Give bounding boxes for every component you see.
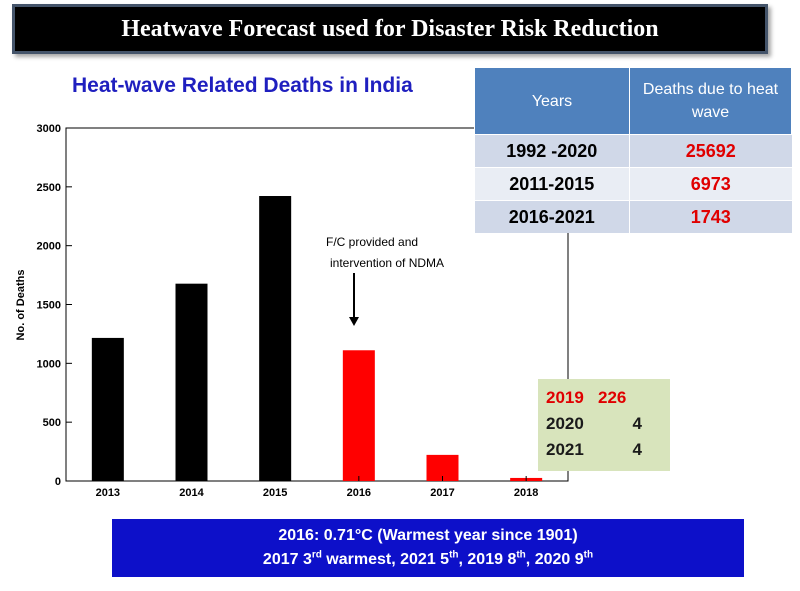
x-axis: 2013 2014 2015 2016 2017 2018 <box>96 476 538 499</box>
banner-ordinal: rd <box>311 549 322 561</box>
x-tick-label: 2013 <box>96 487 120 499</box>
recent-row: 2021 4 <box>546 437 670 463</box>
x-tick-label: 2017 <box>430 487 454 499</box>
recent-year: 2020 <box>546 414 584 433</box>
y-tick-label: 1500 <box>37 300 61 312</box>
period-cell: 1992 -2020 <box>474 134 630 168</box>
forecast-annotation: F/C provided and intervention of NDMA <box>326 235 444 326</box>
x-tick-label: 2014 <box>179 487 204 499</box>
bar-2016 <box>342 350 375 481</box>
table-row: 2016-2021 1743 <box>474 200 792 233</box>
recent-year: 2019 <box>546 388 584 407</box>
x-tick-label: 2016 <box>347 487 371 499</box>
annotation-arrow-head <box>349 317 359 326</box>
bar-2013 <box>91 337 124 481</box>
deaths-cell: 25692 <box>629 134 792 168</box>
y-tick-label: 2500 <box>37 182 61 194</box>
recent-deaths: 4 <box>632 414 642 433</box>
x-tick-label: 2015 <box>263 487 287 499</box>
recent-deaths-box: 2019 226 2020 4 2021 4 <box>538 379 670 471</box>
chart-heading: Heat-wave Related Deaths in India <box>72 74 413 97</box>
banner-ordinal: th <box>583 549 594 561</box>
deaths-cell: 1743 <box>629 200 792 233</box>
y-tick-label: 3000 <box>37 123 61 135</box>
banner-text: warmest, 2021 5 <box>321 551 450 568</box>
recent-row: 2020 4 <box>546 411 670 437</box>
banner-ordinal: th <box>516 549 526 561</box>
slide-title: Heatwave Forecast used for Disaster Risk… <box>121 15 659 42</box>
annotation-line-2: intervention of NDMA <box>330 256 444 270</box>
y-tick-label: 1000 <box>37 358 61 370</box>
bars <box>91 196 543 481</box>
header-years: Years <box>474 67 630 135</box>
recent-year: 2021 <box>546 440 584 459</box>
y-axis: 0 500 1000 1500 2000 2500 3000 <box>37 123 72 488</box>
bar-2015 <box>259 196 292 481</box>
banner-text: , 2020 9 <box>525 551 584 568</box>
banner-text: 2017 3 <box>262 551 312 568</box>
recent-deaths: 4 <box>632 440 642 459</box>
deaths-table: Years Deaths due to heat wave 1992 -2020… <box>474 67 792 233</box>
table-row: 2011-2015 6973 <box>474 167 792 201</box>
bar-2014 <box>175 283 208 481</box>
y-tick-label: 2000 <box>37 241 61 253</box>
table-row: 1992 -2020 25692 <box>474 134 792 168</box>
slide-title-bar: Heatwave Forecast used for Disaster Risk… <box>12 4 768 54</box>
period-cell: 2016-2021 <box>474 200 630 233</box>
banner-line-1: 2016: 0.71°C (Warmest year since 1901) <box>278 527 578 544</box>
deaths-cell: 6973 <box>629 167 792 201</box>
y-axis-label: No. of Deaths <box>15 270 27 341</box>
recent-deaths: 226 <box>598 388 627 407</box>
annotation-line-1: F/C provided and <box>326 235 418 249</box>
banner-text: , 2019 8 <box>458 551 517 568</box>
x-tick-label: 2018 <box>514 487 538 499</box>
banner-line-2: 2017 3rd warmest, 2021 5th, 2019 8th, 20… <box>263 548 593 572</box>
recent-row: 2019 226 <box>546 385 670 411</box>
banner-ordinal: th <box>449 549 459 561</box>
header-deaths: Deaths due to heat wave <box>629 67 792 135</box>
period-cell: 2011-2015 <box>474 167 630 201</box>
y-tick-label: 0 <box>55 476 61 488</box>
warm-years-banner: 2016: 0.71°C (Warmest year since 1901) 2… <box>112 519 744 577</box>
y-tick-label: 500 <box>43 417 61 429</box>
